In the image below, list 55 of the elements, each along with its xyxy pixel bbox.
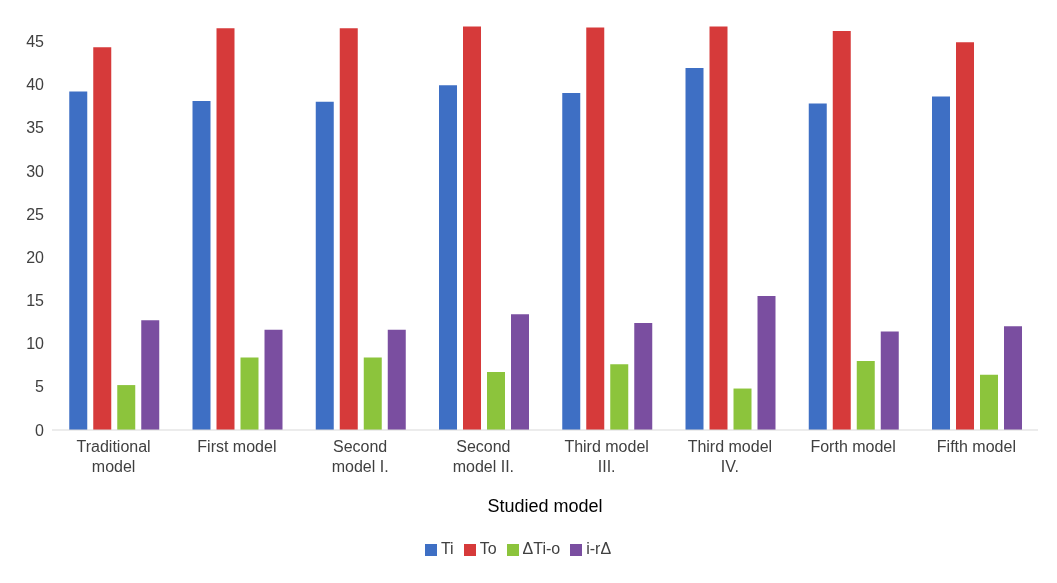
x-tick-label: Third model IV. [687, 438, 773, 475]
y-tick-label: 0 [35, 421, 45, 439]
bar [216, 28, 235, 430]
legend-label: Ti [440, 540, 454, 557]
bar [634, 322, 653, 430]
y-tick-label: 20 [26, 248, 45, 266]
bar [93, 47, 112, 430]
bar [586, 27, 605, 430]
bar [733, 388, 752, 430]
x-tick-label: Traditional model [76, 438, 151, 475]
x-tick-label: First model [197, 438, 277, 455]
bar [463, 26, 482, 430]
x-tick-label: Second model I. [331, 438, 389, 475]
bar [387, 329, 406, 430]
legend-label: ΔTi-o [522, 540, 561, 557]
bar [192, 100, 211, 430]
y-tick-label: 10 [26, 335, 45, 353]
bar [562, 93, 581, 430]
bar [808, 103, 827, 430]
bar [980, 374, 999, 430]
bar [315, 101, 334, 430]
legend-label: i-rΔ [586, 540, 612, 557]
y-tick-label: 45 [26, 32, 45, 50]
legend-label: To [479, 540, 497, 557]
bar [487, 372, 506, 430]
y-tick-label: 30 [26, 162, 45, 180]
x-tick-label: Fifth model [936, 438, 1016, 455]
x-axis-title: Studied model [487, 496, 603, 516]
x-tick-label: Forth model [810, 438, 896, 455]
bar [709, 26, 728, 430]
y-tick-label: 35 [26, 119, 45, 137]
bar [117, 385, 136, 430]
bar [880, 331, 899, 430]
bar [141, 320, 160, 430]
bar [956, 42, 975, 430]
x-tick-label: Third model III. [564, 438, 649, 475]
bar [264, 329, 283, 430]
y-tick-label: 25 [26, 205, 45, 223]
y-tick-label: 15 [26, 292, 45, 310]
bar [832, 30, 851, 430]
bar [610, 364, 629, 430]
bar [757, 296, 776, 430]
x-tick-label: Second model II. [452, 438, 515, 475]
bar [511, 314, 530, 430]
y-tick-label: 40 [26, 76, 45, 94]
bar [1004, 326, 1023, 430]
bar [685, 68, 704, 430]
bar [69, 91, 88, 430]
bar [439, 85, 458, 430]
bar [363, 357, 382, 430]
bar [240, 357, 259, 430]
bar [339, 28, 358, 430]
bar [856, 360, 875, 430]
y-tick-label: 5 [35, 378, 45, 396]
bar [932, 96, 951, 430]
